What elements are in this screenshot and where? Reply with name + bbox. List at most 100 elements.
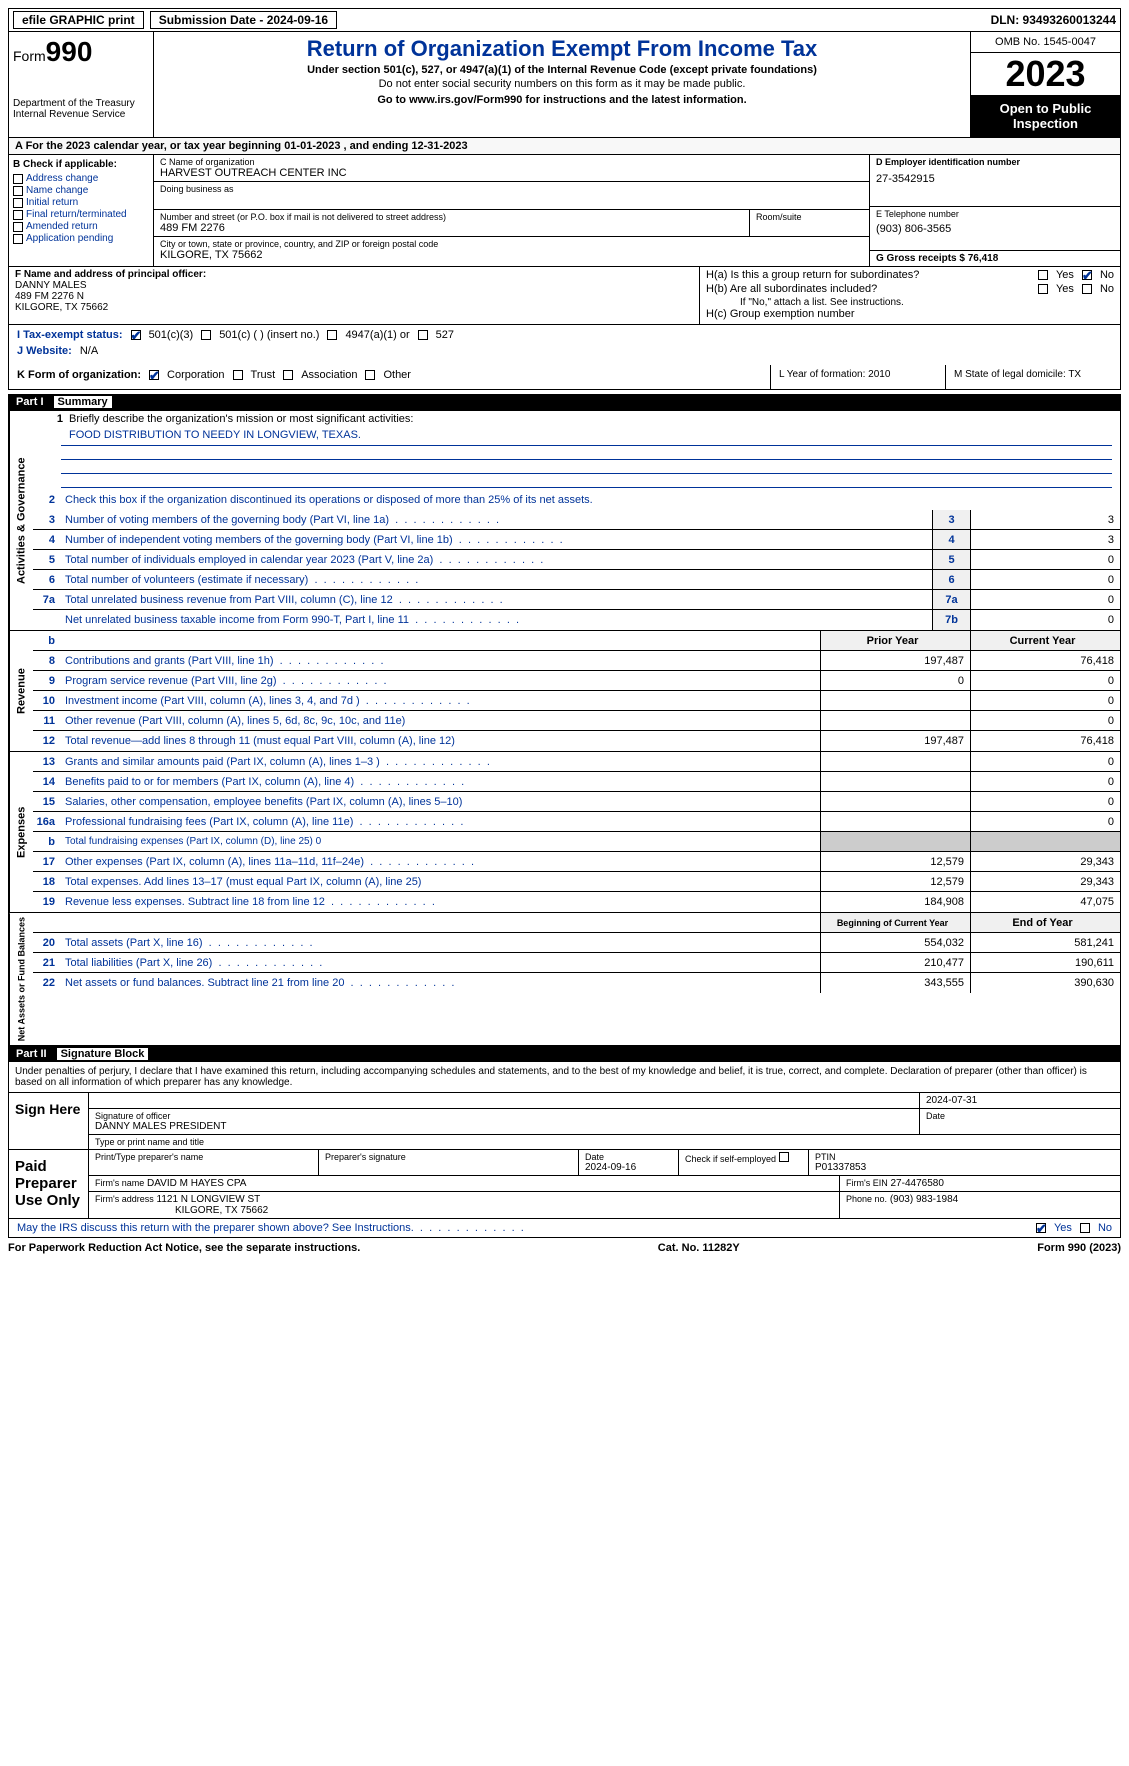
prep-name-lbl: Print/Type preparer's name	[89, 1150, 319, 1175]
c14: 0	[970, 772, 1120, 791]
prep-date: 2024-09-16	[585, 1162, 672, 1173]
chk-4947[interactable]	[327, 330, 337, 340]
discuss-row: May the IRS discuss this return with the…	[8, 1219, 1121, 1238]
chk-assoc[interactable]	[283, 370, 293, 380]
l3: Number of voting members of the governin…	[61, 512, 932, 528]
footer: For Paperwork Reduction Act Notice, see …	[8, 1238, 1121, 1258]
l18: Total expenses. Add lines 13–17 (must eq…	[61, 874, 820, 890]
c12: 76,418	[970, 731, 1120, 751]
block-bcd: B Check if applicable: Address change Na…	[8, 155, 1121, 267]
chk-other[interactable]	[365, 370, 375, 380]
l9: Program service revenue (Part VIII, line…	[61, 673, 820, 689]
submission-date: Submission Date - 2024-09-16	[150, 11, 337, 29]
chk-corp[interactable]	[149, 370, 159, 380]
part2-header: Part II Signature Block	[8, 1046, 1121, 1062]
f-lbl: F Name and address of principal officer:	[15, 269, 693, 280]
l10: Investment income (Part VIII, column (A)…	[61, 693, 820, 709]
c19: 47,075	[970, 892, 1120, 912]
city: KILGORE, TX 75662	[160, 249, 863, 261]
ha-no[interactable]	[1082, 270, 1092, 280]
vert-expenses: Expenses	[9, 752, 33, 912]
expenses-section: Expenses 13Grants and similar amounts pa…	[8, 752, 1121, 913]
footer-left: For Paperwork Reduction Act Notice, see …	[8, 1242, 360, 1254]
j-lbl: J Website:	[17, 345, 72, 357]
c9: 0	[970, 671, 1120, 690]
sig-date: 2024-07-31	[920, 1093, 1120, 1108]
chk-527[interactable]	[418, 330, 428, 340]
l11: Other revenue (Part VIII, column (A), li…	[61, 713, 820, 729]
v3: 3	[970, 510, 1120, 529]
l-year: L Year of formation: 2010	[770, 365, 945, 389]
box-b-label: B Check if applicable:	[13, 159, 149, 170]
sign-here-block: Sign Here 2024-07-31 Signature of office…	[8, 1093, 1121, 1150]
form-number: 990	[46, 36, 93, 67]
chk-self-emp[interactable]	[779, 1152, 789, 1162]
l17: Other expenses (Part IX, column (A), lin…	[61, 854, 820, 870]
hc-lbl: H(c) Group exemption number	[706, 308, 855, 320]
p20: 554,032	[820, 933, 970, 952]
l13: Grants and similar amounts paid (Part IX…	[61, 754, 820, 770]
p19: 184,908	[820, 892, 970, 912]
row-ij: I Tax-exempt status: 501(c)(3) 501(c) ( …	[8, 325, 1121, 365]
p9: 0	[820, 671, 970, 690]
l12: Total revenue—add lines 8 through 11 (mu…	[61, 733, 820, 749]
l7b: Net unrelated business taxable income fr…	[61, 612, 932, 628]
chk-501c[interactable]	[201, 330, 211, 340]
ssn-note: Do not enter social security numbers on …	[162, 78, 962, 90]
discuss-yes[interactable]	[1036, 1223, 1046, 1233]
firm-phone: (903) 983-1984	[890, 1194, 958, 1205]
website: N/A	[80, 345, 98, 357]
c17: 29,343	[970, 852, 1120, 871]
ptin: P01337853	[815, 1162, 1114, 1173]
prior-hdr: Prior Year	[820, 631, 970, 650]
v7a: 0	[970, 590, 1120, 609]
efile-print-button[interactable]: efile GRAPHIC print	[13, 11, 144, 29]
c15: 0	[970, 792, 1120, 811]
goto-link[interactable]: Go to www.irs.gov/Form990 for instructio…	[162, 94, 962, 106]
c16a: 0	[970, 812, 1120, 831]
l6: Total number of volunteers (estimate if …	[61, 572, 932, 588]
chk-final[interactable]	[13, 210, 23, 220]
chk-501c3[interactable]	[131, 330, 141, 340]
form-subtitle: Under section 501(c), 527, or 4947(a)(1)…	[162, 64, 962, 76]
mission-text: FOOD DISTRIBUTION TO NEEDY IN LONGVIEW, …	[61, 425, 1112, 446]
v5: 0	[970, 550, 1120, 569]
hb-no[interactable]	[1082, 284, 1092, 294]
chk-initial[interactable]	[13, 198, 23, 208]
row-klm: K Form of organization: Corporation Trus…	[8, 365, 1121, 390]
street-lbl: Number and street (or P.O. box if mail i…	[160, 212, 743, 222]
c11: 0	[970, 711, 1120, 730]
open-public: Open to Public Inspection	[971, 95, 1120, 137]
chk-trust[interactable]	[233, 370, 243, 380]
chk-application[interactable]	[13, 234, 23, 244]
netassets-section: Net Assets or Fund Balances Beginning of…	[8, 913, 1121, 1046]
paid-preparer-block: Paid Preparer Use Only Print/Type prepar…	[8, 1150, 1121, 1219]
c13: 0	[970, 752, 1120, 771]
discuss-no[interactable]	[1080, 1223, 1090, 1233]
dept-treasury: Department of the Treasury Internal Reve…	[13, 98, 149, 120]
org-name: HARVEST OUTREACH CENTER INC	[160, 167, 863, 179]
l4: Number of independent voting members of …	[61, 532, 932, 548]
p21: 210,477	[820, 953, 970, 972]
paid-lbl: Paid Preparer Use Only	[9, 1150, 89, 1218]
chk-address[interactable]	[13, 174, 23, 184]
firm-name: DAVID M HAYES CPA	[147, 1178, 246, 1189]
part1-header: Part I Summary	[8, 394, 1121, 410]
ha-yes[interactable]	[1038, 270, 1048, 280]
hb-yes[interactable]	[1038, 284, 1048, 294]
chk-name[interactable]	[13, 186, 23, 196]
prep-sig-lbl: Preparer's signature	[319, 1150, 579, 1175]
chk-amended[interactable]	[13, 222, 23, 232]
k-lbl: K Form of organization:	[17, 369, 141, 381]
l20: Total assets (Part X, line 16)	[61, 935, 820, 951]
dba-lbl: Doing business as	[160, 184, 863, 194]
street: 489 FM 2276	[160, 222, 743, 234]
perjury-text: Under penalties of perjury, I declare th…	[8, 1062, 1121, 1093]
p17: 12,579	[820, 852, 970, 871]
l19: Revenue less expenses. Subtract line 18 …	[61, 894, 820, 910]
vert-governance: Activities & Governance	[9, 411, 33, 630]
form-word: Form	[13, 48, 46, 64]
room-lbl: Room/suite	[756, 212, 863, 222]
topbar: efile GRAPHIC print Submission Date - 20…	[8, 8, 1121, 32]
date-lbl: Date	[920, 1109, 1120, 1134]
